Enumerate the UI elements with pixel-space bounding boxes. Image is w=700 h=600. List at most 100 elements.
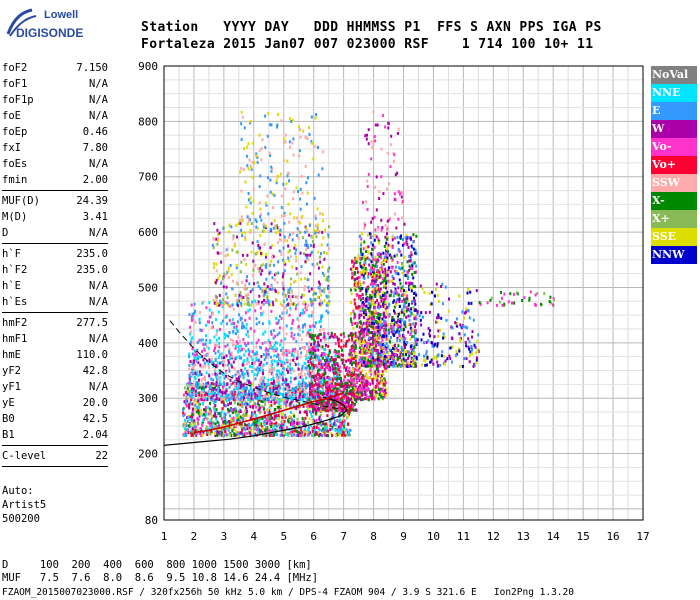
- echo-point: [376, 378, 379, 382]
- echo-point: [275, 432, 278, 436]
- echo-point: [205, 334, 207, 338]
- echo-point: [241, 401, 244, 405]
- echo-point: [212, 421, 215, 425]
- echo-point: [266, 295, 269, 299]
- echo-point: [235, 332, 237, 336]
- echo-point: [265, 224, 267, 228]
- echo-point: [376, 356, 379, 360]
- echo-point: [194, 376, 197, 380]
- echo-point: [344, 375, 347, 379]
- echo-point: [225, 394, 228, 398]
- echo-point: [276, 347, 278, 351]
- echo-point: [221, 388, 224, 392]
- echo-point: [359, 296, 362, 300]
- echo-point: [227, 266, 230, 270]
- echo-point: [264, 428, 267, 432]
- echo-point: [359, 377, 362, 381]
- echo-point: [273, 343, 276, 347]
- echo-point: [229, 390, 232, 394]
- echo-point: [353, 282, 356, 286]
- echo-point: [299, 386, 302, 390]
- echo-point: [299, 230, 302, 234]
- echo-point: [200, 408, 203, 412]
- echo-point: [251, 160, 254, 164]
- echo-point: [308, 364, 310, 368]
- param-value: 24.39: [76, 195, 108, 207]
- param-row: hmE 110.0: [2, 347, 108, 363]
- echo-point: [374, 282, 376, 286]
- echo-point: [196, 381, 199, 385]
- echo-point: [192, 398, 195, 401]
- echo-point: [318, 343, 321, 347]
- echo-point: [307, 257, 310, 261]
- echo-point: [365, 310, 367, 314]
- echo-point: [187, 381, 190, 385]
- echo-point: [250, 397, 253, 401]
- echo-point: [358, 296, 360, 300]
- echo-point: [252, 268, 255, 272]
- echo-point: [367, 395, 370, 399]
- echo-point: [346, 372, 349, 376]
- echo-point: [333, 422, 336, 426]
- echo-point: [187, 431, 190, 435]
- echo-point: [235, 413, 237, 417]
- echo-point: [272, 346, 275, 350]
- echo-point: [261, 381, 264, 385]
- echo-point: [321, 271, 324, 275]
- echo-point: [365, 321, 368, 325]
- echo-point: [229, 357, 232, 361]
- echo-point: [315, 113, 318, 117]
- echo-point: [212, 312, 214, 316]
- echo-point: [265, 382, 268, 386]
- echo-point: [293, 387, 296, 391]
- echo-point: [190, 423, 193, 427]
- echo-point: [274, 408, 277, 411]
- echo-point: [307, 329, 310, 333]
- echo-point: [306, 229, 309, 233]
- echo-point: [306, 433, 309, 437]
- echo-point: [202, 430, 205, 434]
- echo-point: [304, 393, 306, 397]
- echo-point: [215, 278, 218, 282]
- echo-point: [213, 262, 215, 266]
- echo-point: [374, 374, 377, 378]
- echo-point: [346, 411, 349, 415]
- echo-point: [316, 336, 319, 340]
- echo-point: [235, 356, 238, 360]
- echo-point: [333, 350, 336, 354]
- echo-point: [300, 370, 303, 374]
- autoscaling-info: Auto: Artist5 500200: [2, 484, 46, 526]
- echo-point: [249, 119, 252, 123]
- echo-point: [235, 325, 238, 329]
- echo-point: [282, 258, 285, 262]
- echo-point: [292, 369, 295, 373]
- echo-point: [321, 373, 324, 377]
- echo-point: [227, 276, 230, 280]
- echo-point: [212, 406, 215, 410]
- echo-point: [358, 286, 361, 290]
- echo-point: [196, 341, 199, 344]
- echo-point: [188, 393, 191, 397]
- echo-point: [265, 355, 268, 359]
- echo-point: [203, 393, 206, 397]
- echo-point: [259, 215, 262, 219]
- echo-point: [229, 338, 232, 342]
- echo-point: [284, 415, 287, 419]
- echo-point: [316, 372, 319, 376]
- echo-point: [394, 331, 397, 335]
- echo-point: [207, 346, 210, 350]
- echo-point: [263, 298, 265, 302]
- echo-point: [230, 418, 233, 422]
- echo-point: [367, 358, 370, 362]
- echo-point: [348, 413, 350, 417]
- echo-point: [188, 354, 191, 358]
- echo-point: [289, 411, 292, 414]
- echo-point: [202, 377, 205, 380]
- echo-point: [328, 384, 331, 388]
- echo-point: [330, 331, 333, 335]
- echo-point: [191, 407, 194, 411]
- echo-point: [297, 373, 300, 376]
- echo-point: [247, 302, 250, 306]
- echo-point: [273, 359, 276, 363]
- echo-point: [241, 363, 244, 367]
